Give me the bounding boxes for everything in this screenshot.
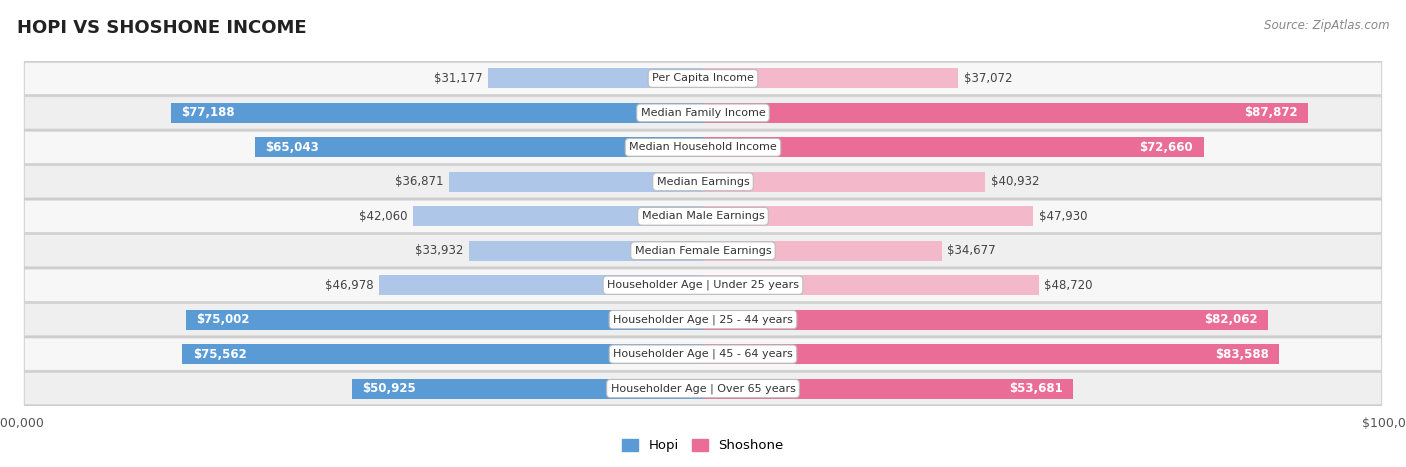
FancyBboxPatch shape [24,131,1382,163]
FancyBboxPatch shape [24,269,1382,301]
Bar [449,172,703,192]
Text: Source: ZipAtlas.com: Source: ZipAtlas.com [1264,19,1389,32]
Text: $34,677: $34,677 [948,244,995,257]
FancyBboxPatch shape [24,199,1382,233]
Bar [352,379,703,398]
FancyBboxPatch shape [24,338,1382,370]
Text: $82,062: $82,062 [1205,313,1258,326]
Text: $36,871: $36,871 [395,175,443,188]
Bar [380,275,703,295]
Bar [703,310,1268,330]
Bar [186,310,703,330]
FancyBboxPatch shape [24,337,1382,371]
Bar [703,69,959,88]
FancyBboxPatch shape [24,96,1382,130]
Bar [254,137,703,157]
Text: $48,720: $48,720 [1045,279,1092,292]
FancyBboxPatch shape [24,234,1382,268]
Bar [703,172,986,192]
Bar [703,137,1204,157]
Bar [703,103,1309,123]
Bar [703,275,1039,295]
Text: Householder Age | Under 25 years: Householder Age | Under 25 years [607,280,799,290]
Text: $53,681: $53,681 [1008,382,1063,395]
FancyBboxPatch shape [24,131,1382,164]
Legend: Hopi, Shoshone: Hopi, Shoshone [617,434,789,458]
FancyBboxPatch shape [24,372,1382,405]
Bar [703,241,942,261]
Text: $47,930: $47,930 [1039,210,1087,223]
Text: $83,588: $83,588 [1215,347,1268,361]
Text: Per Capita Income: Per Capita Income [652,73,754,84]
FancyBboxPatch shape [24,200,1382,233]
Bar [172,103,703,123]
FancyBboxPatch shape [24,304,1382,336]
Bar [703,206,1033,226]
Bar [470,241,703,261]
Text: Median Household Income: Median Household Income [628,142,778,152]
FancyBboxPatch shape [24,97,1382,129]
Bar [183,344,703,364]
Text: $50,925: $50,925 [363,382,416,395]
Text: $40,932: $40,932 [990,175,1039,188]
FancyBboxPatch shape [24,62,1382,94]
Text: $37,072: $37,072 [965,72,1012,85]
FancyBboxPatch shape [24,373,1382,405]
FancyBboxPatch shape [24,234,1382,267]
Text: $46,978: $46,978 [325,279,374,292]
Text: $33,932: $33,932 [415,244,464,257]
Text: $65,043: $65,043 [266,141,319,154]
FancyBboxPatch shape [24,165,1382,198]
Text: $42,060: $42,060 [359,210,408,223]
Bar [703,379,1073,398]
Text: Householder Age | 25 - 44 years: Householder Age | 25 - 44 years [613,314,793,325]
FancyBboxPatch shape [24,166,1382,198]
FancyBboxPatch shape [24,269,1382,302]
Text: Median Female Earnings: Median Female Earnings [634,246,772,256]
Bar [488,69,703,88]
Text: $72,660: $72,660 [1140,141,1194,154]
Text: Householder Age | Over 65 years: Householder Age | Over 65 years [610,383,796,394]
FancyBboxPatch shape [24,62,1382,95]
Text: Median Male Earnings: Median Male Earnings [641,211,765,221]
Text: $87,872: $87,872 [1244,106,1298,120]
Text: $77,188: $77,188 [181,106,235,120]
Text: $31,177: $31,177 [434,72,482,85]
Text: $75,562: $75,562 [193,347,246,361]
Text: Median Family Income: Median Family Income [641,108,765,118]
Bar [703,344,1279,364]
Text: Householder Age | 45 - 64 years: Householder Age | 45 - 64 years [613,349,793,359]
FancyBboxPatch shape [24,303,1382,336]
Text: Median Earnings: Median Earnings [657,177,749,187]
Text: HOPI VS SHOSHONE INCOME: HOPI VS SHOSHONE INCOME [17,19,307,37]
Bar [413,206,703,226]
Text: $75,002: $75,002 [197,313,250,326]
